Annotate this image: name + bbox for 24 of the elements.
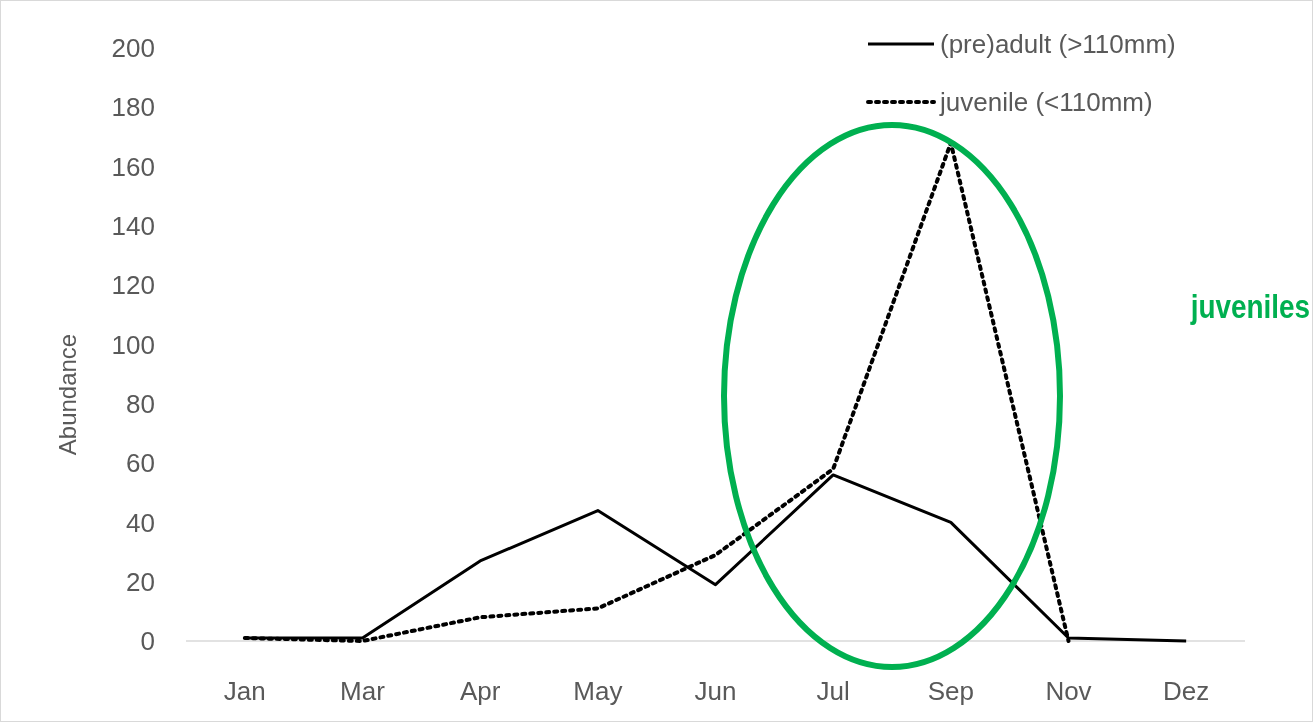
annotation: juveniles	[1189, 287, 1310, 326]
y-tick-label: 60	[126, 448, 155, 479]
y-tick-label: 80	[126, 388, 155, 419]
y-tick-label: 100	[111, 329, 155, 360]
x-tick-label: Sep	[927, 676, 974, 706]
x-tick-label: Mar	[340, 676, 386, 706]
y-tick-label: 120	[111, 270, 155, 301]
x-tick-label: Jan	[223, 676, 266, 706]
x-tick-label: Jun	[694, 676, 737, 706]
y-tick-label: 180	[111, 92, 155, 123]
legend-label: (pre)adult (>110mm)	[940, 29, 1176, 60]
y-tick-label: 140	[111, 211, 155, 241]
y-tick-label: 160	[111, 151, 155, 182]
y-tick-label: 40	[126, 507, 155, 538]
y-axis-title: Abundance	[54, 333, 81, 456]
x-tick-label: Jul	[816, 676, 850, 706]
x-tick-label: Nov	[1045, 676, 1092, 706]
y-tick-label: 200	[111, 33, 155, 64]
x-tick-label: Dez	[1163, 676, 1210, 706]
x-tick-label: Apr	[459, 676, 501, 706]
y-tick-label: 0	[140, 626, 155, 657]
x-tick-label: May	[573, 676, 623, 706]
legend-label: juvenile (<110mm)	[939, 87, 1153, 118]
y-tick-label: 20	[126, 566, 155, 597]
